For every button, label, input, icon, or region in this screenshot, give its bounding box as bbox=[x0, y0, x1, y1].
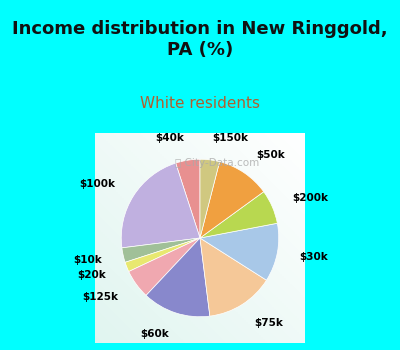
Text: $20k: $20k bbox=[78, 270, 106, 280]
Text: White residents: White residents bbox=[140, 96, 260, 111]
Text: $150k: $150k bbox=[213, 133, 249, 143]
Text: $50k: $50k bbox=[257, 150, 286, 160]
Wedge shape bbox=[125, 238, 200, 272]
Wedge shape bbox=[122, 238, 200, 262]
Text: $40k: $40k bbox=[155, 133, 184, 143]
Text: $200k: $200k bbox=[292, 193, 328, 203]
Wedge shape bbox=[200, 192, 277, 238]
Wedge shape bbox=[200, 162, 264, 238]
Text: $60k: $60k bbox=[140, 329, 169, 339]
Text: $10k: $10k bbox=[73, 255, 102, 265]
Text: $30k: $30k bbox=[299, 252, 328, 262]
Wedge shape bbox=[200, 238, 266, 316]
Text: $75k: $75k bbox=[254, 318, 283, 328]
Wedge shape bbox=[176, 159, 200, 238]
Wedge shape bbox=[129, 238, 200, 295]
Wedge shape bbox=[146, 238, 210, 317]
Wedge shape bbox=[200, 159, 220, 238]
Text: Income distribution in New Ringgold,
PA (%): Income distribution in New Ringgold, PA … bbox=[12, 20, 388, 59]
Text: ⓘ City-Data.com: ⓘ City-Data.com bbox=[175, 158, 259, 168]
Text: $100k: $100k bbox=[79, 179, 115, 189]
Wedge shape bbox=[200, 223, 279, 280]
Text: $125k: $125k bbox=[82, 292, 118, 302]
Wedge shape bbox=[121, 163, 200, 248]
